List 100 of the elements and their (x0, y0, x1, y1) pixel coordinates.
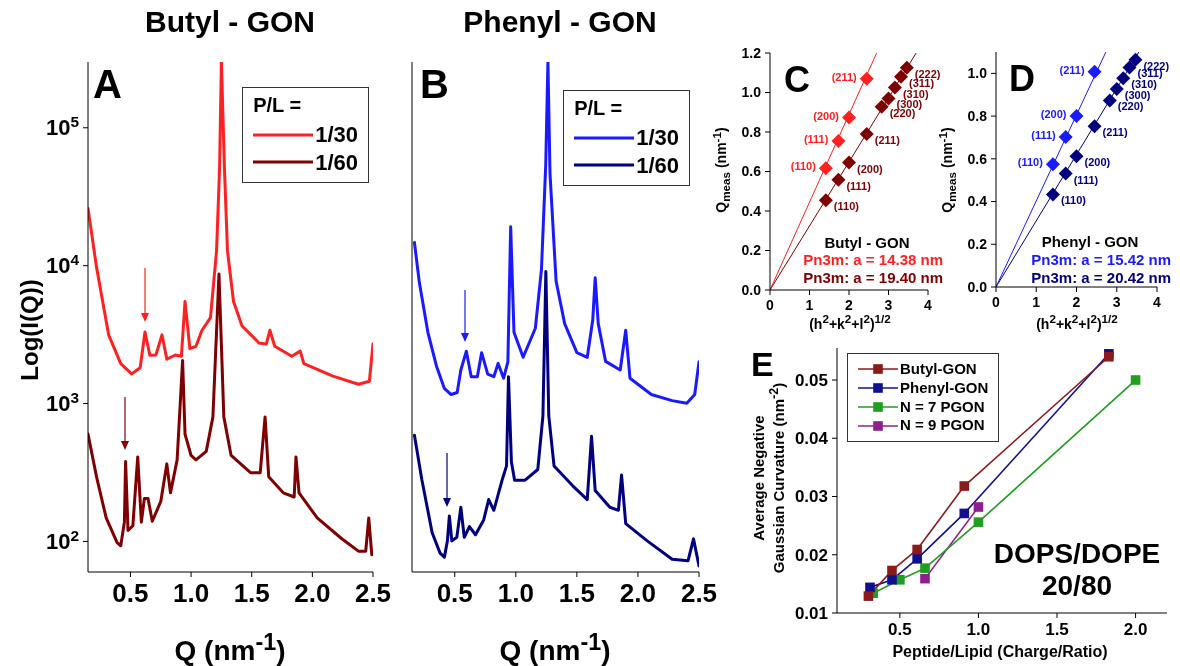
point (1058, 130, 1073, 145)
annotation: (211) (1102, 126, 1128, 139)
annotation: C (784, 59, 810, 101)
legend-label: N = 7 PGON (900, 397, 985, 417)
annotation: (211) (831, 70, 858, 83)
text: Pn3m: a = 20.42 nm (1031, 269, 1171, 288)
point (818, 161, 833, 176)
x-tick-label: 0.5 (888, 620, 912, 640)
point (959, 508, 970, 519)
annotation: (111) (846, 179, 872, 192)
annotation: (200) (1084, 156, 1111, 169)
legend-title: P/L = (253, 94, 303, 117)
point (912, 544, 922, 555)
x-tick-label: 2 (1072, 293, 1081, 310)
point (1087, 64, 1102, 79)
x-tick-label: 1 (805, 296, 814, 313)
y-tick-label: 0.8 (967, 107, 988, 124)
y-tick-label: 1.0 (741, 84, 762, 101)
y-tick-label: 10$^{2}$ (45, 526, 79, 555)
y-tick-label: 0.2 (967, 236, 988, 253)
annotation: (110) (1060, 194, 1087, 207)
y-tick-label: 0.8 (741, 123, 762, 140)
x-tick-label: 2.5 (680, 578, 718, 609)
line-series (88, 62, 373, 386)
point (863, 591, 874, 601)
point (887, 80, 902, 95)
point (1045, 157, 1060, 172)
point (899, 60, 914, 75)
annotation: (111) (803, 133, 829, 146)
legend-label: 1/30 (315, 121, 358, 149)
point (874, 99, 889, 114)
legend-label: Butyl-GON (900, 360, 977, 379)
point (1087, 119, 1102, 134)
x-tick-label: 4 (1153, 293, 1162, 310)
y-tick-label: 0.6 (741, 163, 762, 180)
point (887, 575, 897, 585)
x-tick-label: 3 (884, 296, 893, 313)
point (1069, 108, 1084, 123)
point (1102, 93, 1117, 108)
x-axis-title: (h$^{2}$+k$^{2}$+l$^{2}$)$^{1/2}$ (809, 312, 891, 332)
x-axis-title: Q (nm$^{-1}$) (499, 628, 611, 666)
annotation: (110) (833, 200, 860, 213)
legend-label: 1/60 (315, 148, 358, 176)
point (1045, 187, 1060, 202)
x-tick-label: 1.5 (558, 578, 595, 609)
point (920, 563, 930, 573)
annotation: DOPS/DOPE 20/80 (993, 537, 1161, 603)
text: E (751, 345, 774, 384)
annotation: (200) (857, 162, 884, 175)
text: Pn3m: a = 14.38 nm (803, 250, 943, 270)
point (920, 573, 930, 584)
point (859, 126, 874, 141)
annotation: (310) (1131, 78, 1158, 91)
annotation: (220) (1117, 100, 1144, 113)
x-tick-label: 1.5 (1045, 620, 1069, 640)
x-tick-label: 1.0 (497, 578, 534, 609)
annotation: (200) (1040, 107, 1067, 120)
point (1116, 71, 1131, 86)
point (973, 502, 984, 512)
x-axis-title: Peptide/Lipid (Charge/Ratio) (892, 643, 1108, 661)
x-tick-label: 1.5 (233, 578, 270, 609)
y-tick-label: 0.02 (794, 545, 828, 565)
x-axis-title: (h$^{2}$+k$^{2}$+l$^{2}$)$^{1/2}$ (1036, 312, 1118, 332)
point (887, 565, 897, 576)
x-tick-label: 2 (845, 296, 854, 313)
chart-title: Butyl - GON (145, 5, 315, 39)
x-tick-label: 0.5 (112, 578, 149, 609)
annotation: (110) (790, 160, 817, 173)
annotation: (111) (1031, 129, 1057, 142)
x-tick-label: 1.0 (173, 578, 210, 609)
point (1130, 375, 1141, 385)
point (881, 91, 896, 106)
y-axis-title: Log(I(Q)) (16, 279, 44, 381)
y-tick-label: 0.03 (794, 487, 828, 507)
point (973, 517, 984, 527)
annotation: A (93, 61, 122, 107)
x-tick-label: 3 (1112, 293, 1121, 310)
x-tick-label: 2.5 (354, 578, 392, 609)
x-tick-label: 2.0 (294, 578, 331, 609)
y-tick-label: 0.0 (741, 281, 762, 298)
point (1069, 149, 1084, 164)
annotation: (111) (1073, 173, 1099, 186)
point (1122, 60, 1137, 75)
point (831, 172, 846, 187)
point (1128, 52, 1143, 67)
legend-label: 1/30 (636, 124, 679, 152)
legend-label: N = 9 PGON (900, 416, 985, 435)
legend-title: P/L = (574, 97, 624, 120)
point (1058, 166, 1073, 181)
x-axis-title: Q (nm$^{-1}$) (174, 628, 286, 666)
y-tick-label: 1.0 (967, 65, 988, 82)
annotation: Phenyl - GON (1041, 233, 1139, 251)
y-tick-label: 0.0 (967, 278, 988, 295)
y-tick-label: 10$^{3}$ (45, 388, 79, 417)
point (1109, 81, 1124, 96)
text: Pn3m: a = 15.42 nm (1031, 250, 1171, 270)
x-tick-label: 0 (766, 296, 775, 313)
point (959, 481, 970, 491)
y-tick-label: 0.4 (741, 202, 762, 219)
annotation: B (420, 61, 449, 107)
